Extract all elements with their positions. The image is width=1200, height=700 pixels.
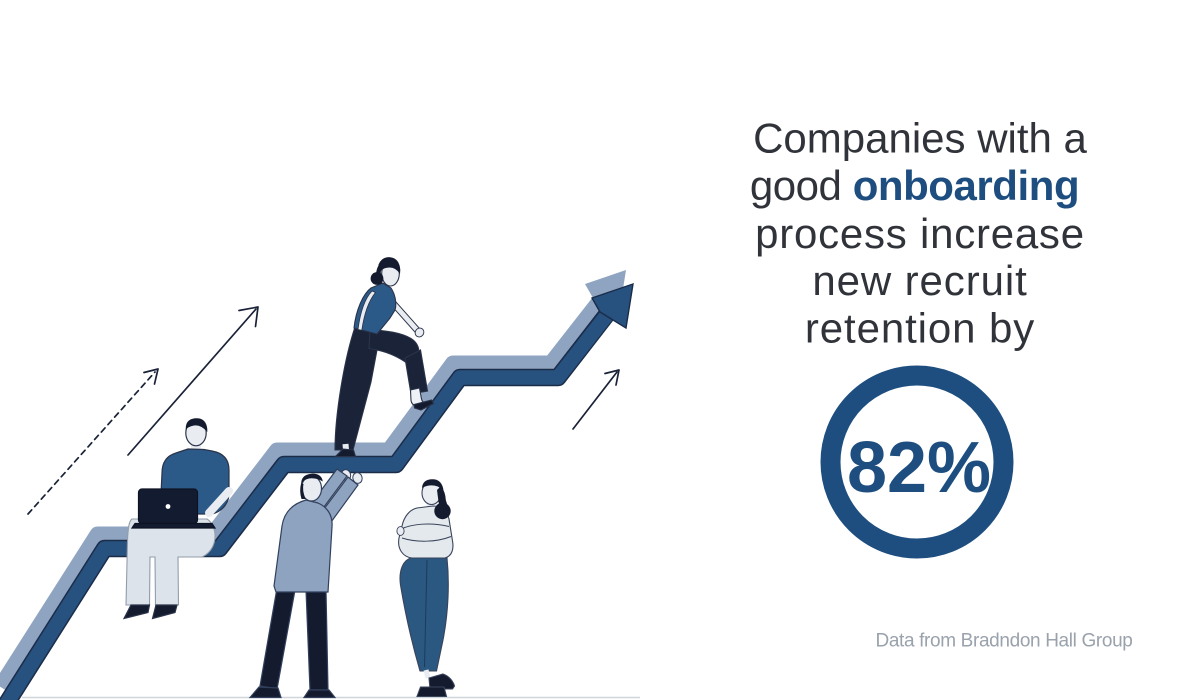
svg-text:retention by: retention by bbox=[805, 305, 1035, 352]
svg-text:82%: 82% bbox=[847, 428, 991, 508]
svg-text:good onboarding: good onboarding bbox=[750, 162, 1079, 209]
svg-text:Companies with a: Companies with a bbox=[753, 115, 1087, 162]
svg-text:Data from Bradndon Hall Group: Data from Bradndon Hall Group bbox=[875, 631, 1132, 652]
svg-text:process increase: process increase bbox=[755, 210, 1085, 257]
svg-text:new recruit: new recruit bbox=[812, 257, 1027, 304]
